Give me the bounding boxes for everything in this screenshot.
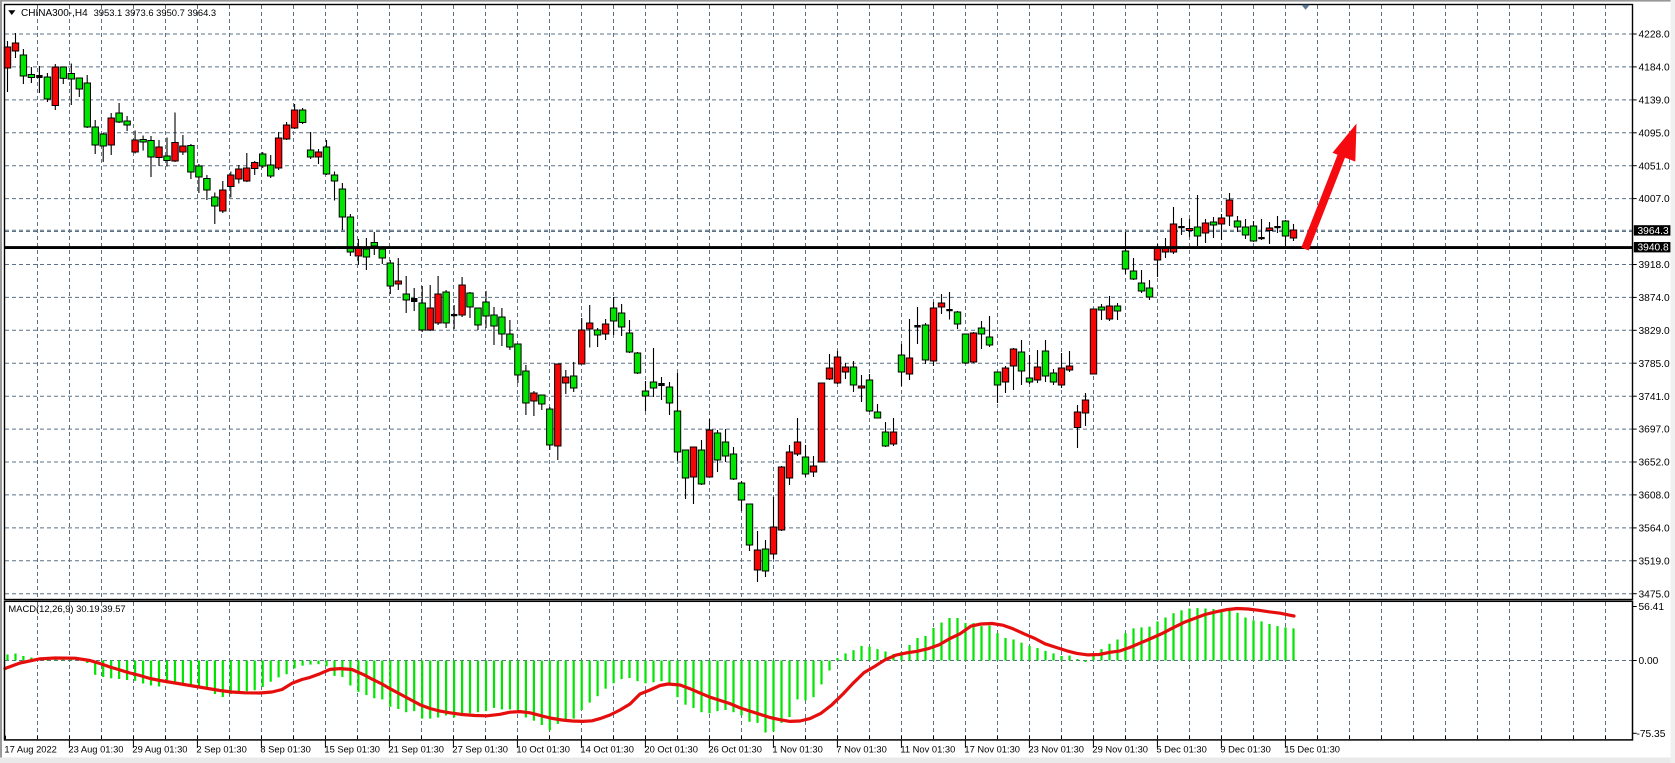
svg-text:4095.0: 4095.0 bbox=[1639, 128, 1670, 139]
svg-text:9 Dec 01:30: 9 Dec 01:30 bbox=[1220, 745, 1270, 755]
svg-text:4184.0: 4184.0 bbox=[1639, 63, 1670, 74]
svg-text:3697.0: 3697.0 bbox=[1639, 425, 1670, 436]
svg-text:17 Nov 01:30: 17 Nov 01:30 bbox=[964, 745, 1020, 755]
svg-text:11 Nov 01:30: 11 Nov 01:30 bbox=[900, 745, 955, 755]
svg-text:3940.8: 3940.8 bbox=[1638, 243, 1669, 254]
svg-text:5 Dec 01:30: 5 Dec 01:30 bbox=[1156, 745, 1206, 755]
svg-text:10 Oct 01:30: 10 Oct 01:30 bbox=[516, 745, 570, 755]
svg-text:2 Sep 01:30: 2 Sep 01:30 bbox=[196, 745, 246, 755]
svg-text:3953.1 3973.6 3950.7 3964.3: 3953.1 3973.6 3950.7 3964.3 bbox=[94, 7, 217, 18]
svg-text:26 Oct 01:30: 26 Oct 01:30 bbox=[708, 745, 762, 755]
svg-text:1 Nov 01:30: 1 Nov 01:30 bbox=[772, 745, 822, 755]
svg-text:4007.0: 4007.0 bbox=[1639, 194, 1670, 205]
svg-text:29 Aug 01:30: 29 Aug 01:30 bbox=[132, 745, 187, 755]
svg-text:29 Nov 01:30: 29 Nov 01:30 bbox=[1092, 745, 1148, 755]
svg-text:-75.35: -75.35 bbox=[1637, 729, 1666, 740]
svg-text:MACD(12,26,9) 30.19 39.57: MACD(12,26,9) 30.19 39.57 bbox=[8, 603, 125, 614]
svg-text:4139.0: 4139.0 bbox=[1639, 96, 1670, 107]
svg-text:4051.0: 4051.0 bbox=[1639, 161, 1670, 172]
svg-text:15 Dec 01:30: 15 Dec 01:30 bbox=[1284, 745, 1340, 755]
svg-text:7 Nov 01:30: 7 Nov 01:30 bbox=[836, 745, 886, 755]
svg-text:3519.0: 3519.0 bbox=[1639, 556, 1670, 567]
svg-text:23 Nov 01:30: 23 Nov 01:30 bbox=[1028, 745, 1084, 755]
svg-text:17 Aug 2022: 17 Aug 2022 bbox=[4, 745, 56, 755]
svg-text:3741.0: 3741.0 bbox=[1639, 392, 1670, 403]
svg-text:3564.0: 3564.0 bbox=[1639, 524, 1670, 535]
svg-text:4228.0: 4228.0 bbox=[1639, 30, 1670, 41]
svg-text:8 Sep 01:30: 8 Sep 01:30 bbox=[260, 745, 310, 755]
svg-text:3652.0: 3652.0 bbox=[1639, 458, 1670, 469]
svg-text:3608.0: 3608.0 bbox=[1639, 491, 1670, 502]
svg-text:21 Sep 01:30: 21 Sep 01:30 bbox=[388, 745, 444, 755]
svg-text:3829.0: 3829.0 bbox=[1639, 326, 1670, 337]
svg-text:3918.0: 3918.0 bbox=[1639, 260, 1670, 271]
svg-text:3874.0: 3874.0 bbox=[1639, 293, 1670, 304]
svg-text:27 Sep 01:30: 27 Sep 01:30 bbox=[452, 745, 508, 755]
svg-text:23 Aug 01:30: 23 Aug 01:30 bbox=[68, 745, 123, 755]
svg-text:15 Sep 01:30: 15 Sep 01:30 bbox=[324, 745, 380, 755]
svg-text:0.00: 0.00 bbox=[1639, 656, 1659, 667]
svg-text:14 Oct 01:30: 14 Oct 01:30 bbox=[580, 745, 634, 755]
svg-text:CHINA300-,H4: CHINA300-,H4 bbox=[21, 8, 88, 19]
svg-text:3475.0: 3475.0 bbox=[1639, 589, 1670, 600]
svg-text:3785.0: 3785.0 bbox=[1639, 359, 1670, 370]
svg-text:3964.3: 3964.3 bbox=[1638, 226, 1669, 237]
svg-text:56.41: 56.41 bbox=[1639, 602, 1665, 613]
svg-text:20 Oct 01:30: 20 Oct 01:30 bbox=[644, 745, 698, 755]
